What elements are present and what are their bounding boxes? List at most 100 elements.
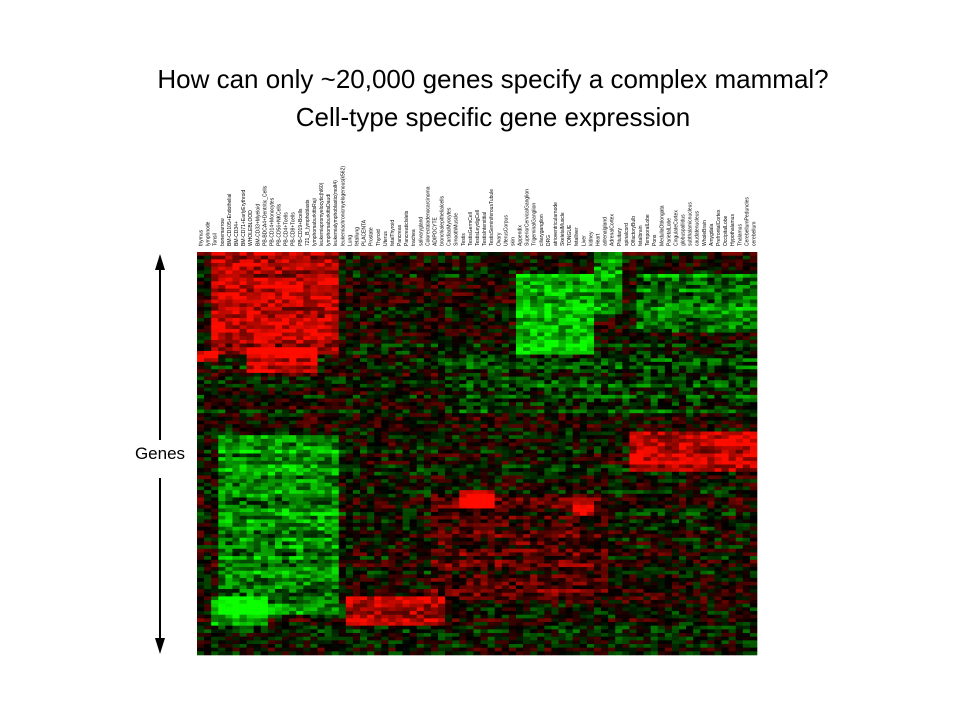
heatmap-cell	[749, 295, 758, 300]
heatmap-cell	[742, 336, 751, 341]
heatmap-cell	[735, 391, 744, 396]
heatmap-cell	[551, 475, 559, 480]
column-label: Pancreas	[397, 224, 403, 246]
heatmap-cell	[317, 270, 325, 275]
heatmap-cell	[296, 442, 304, 447]
heatmap-cell	[693, 299, 701, 304]
heatmap-cell	[721, 394, 729, 399]
heatmap-cell	[416, 310, 425, 315]
heatmap-cell	[239, 252, 247, 256]
heatmap-cell	[473, 438, 481, 443]
heatmap-cell	[267, 446, 276, 451]
heatmap-cell	[296, 446, 304, 451]
heatmap-cell	[317, 420, 325, 425]
heatmap-cell	[671, 270, 680, 275]
heatmap-cell	[381, 350, 389, 355]
heatmap-cell	[480, 273, 488, 278]
heatmap-cell	[593, 350, 602, 355]
heatmap-cell	[473, 339, 481, 344]
heatmap-cell	[700, 281, 708, 286]
heatmap-cell	[374, 358, 382, 363]
heatmap-cell	[586, 383, 595, 388]
heatmap-cell	[253, 424, 262, 429]
heatmap-cell	[636, 409, 644, 414]
heatmap-cell	[395, 354, 403, 359]
heatmap-cell	[643, 380, 651, 385]
heatmap-cell	[664, 468, 673, 473]
heatmap-cell	[218, 317, 226, 322]
heatmap-cell	[515, 273, 524, 278]
heatmap-cell	[679, 347, 687, 352]
heatmap-cell	[430, 405, 439, 410]
heatmap-cell	[480, 281, 488, 286]
heatmap-cell	[622, 372, 630, 377]
heatmap-cell	[608, 398, 616, 403]
heatmap-cell	[650, 288, 659, 293]
heatmap-cell	[423, 449, 432, 454]
heatmap-cell	[494, 365, 503, 370]
heatmap-cell	[246, 350, 255, 355]
heatmap-cell	[246, 259, 255, 264]
heatmap-cell	[622, 299, 630, 304]
heatmap-cell	[593, 464, 602, 469]
heatmap-cell	[586, 284, 595, 289]
heatmap-cell	[572, 350, 581, 355]
heatmap-cell	[601, 299, 609, 304]
heatmap-cell	[253, 391, 262, 396]
heatmap-cell	[253, 306, 262, 311]
heatmap-cell	[551, 354, 559, 359]
heatmap-cell	[338, 325, 347, 330]
heatmap-cell	[430, 460, 439, 465]
heatmap-cell	[565, 409, 573, 414]
heatmap-cell	[388, 365, 396, 370]
heatmap-cell	[586, 405, 595, 410]
heatmap-cell	[593, 262, 602, 267]
heatmap-cell	[664, 387, 673, 392]
heatmap-cell	[728, 387, 737, 392]
heatmap-cell	[381, 361, 389, 366]
heatmap-cell	[310, 339, 318, 344]
heatmap-cell	[211, 306, 219, 311]
heatmap-cell	[423, 303, 432, 308]
heatmap-cell	[296, 292, 304, 297]
heatmap-cell	[508, 343, 517, 348]
heatmap-cell	[622, 431, 630, 436]
heatmap-cell	[388, 431, 396, 436]
heatmap-cell	[537, 420, 545, 425]
heatmap-cell	[586, 255, 595, 260]
heatmap-cell	[579, 277, 588, 282]
heatmap-cell	[608, 358, 616, 363]
heatmap-cell	[565, 460, 573, 465]
heatmap-cell	[211, 339, 219, 344]
heatmap-cell	[274, 438, 283, 443]
heatmap-cell	[246, 409, 255, 414]
heatmap-cell	[324, 332, 332, 337]
heatmap-cell	[565, 321, 573, 326]
heatmap-cell	[204, 416, 212, 421]
heatmap-cell	[459, 427, 467, 432]
heatmap-cell	[197, 457, 205, 462]
heatmap-cell	[629, 391, 637, 396]
heatmap-cell	[494, 303, 503, 308]
heatmap-cell	[260, 387, 269, 392]
heatmap-cell	[388, 321, 396, 326]
heatmap-cell	[551, 405, 559, 410]
heatmap-cell	[204, 277, 212, 282]
heatmap-cell	[544, 339, 552, 344]
heatmap-cell	[622, 306, 630, 311]
heatmap-cell	[204, 365, 212, 370]
heatmap-cell	[664, 262, 673, 267]
heatmap-cell	[331, 281, 340, 286]
heatmap-cell	[246, 464, 255, 469]
heatmap-cell	[565, 259, 573, 264]
heatmap-cell	[253, 387, 262, 392]
heatmap-cell	[459, 442, 467, 447]
heatmap-cell	[572, 398, 581, 403]
heatmap-cell	[601, 402, 609, 407]
heatmap-cell	[438, 328, 446, 333]
heatmap-cell	[728, 416, 737, 421]
heatmap-cell	[225, 255, 233, 260]
heatmap-cell	[423, 475, 432, 480]
heatmap-cell	[218, 376, 226, 381]
heatmap-cell	[643, 394, 651, 399]
